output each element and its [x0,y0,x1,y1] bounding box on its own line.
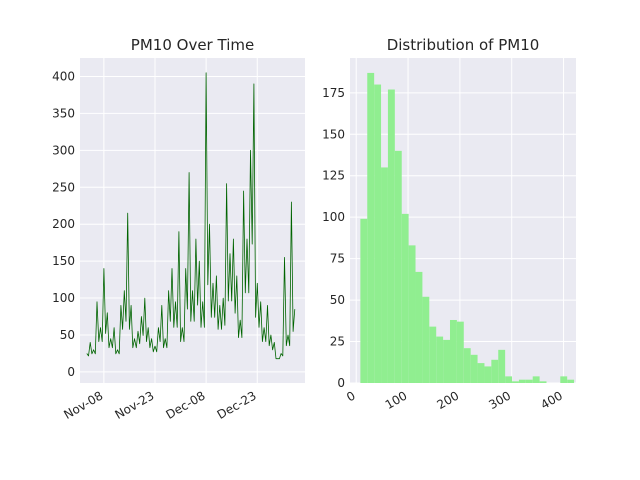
histogram-bar [360,218,368,383]
histogram-bar [436,336,444,383]
histogram-bar [408,245,416,383]
histogram-bar [463,348,471,383]
histogram-bar [560,376,568,383]
x-tick-label: Dec-08 [164,388,208,422]
x-tick-label: 300 [486,388,513,412]
histogram-bar [449,319,457,383]
x-tick-label: Dec-23 [215,388,259,422]
histogram-bar [422,296,430,383]
histogram-bar [518,379,526,383]
y-tick-label: 100 [52,291,75,305]
y-tick-label: 150 [322,127,345,141]
histogram-bar [456,321,464,383]
y-tick-label: 0 [337,376,345,390]
x-tick-label: Nov-23 [113,388,157,421]
histogram-bar [477,363,485,383]
histogram-bar [567,379,575,383]
histogram-bar [394,150,402,383]
data-series [86,72,296,360]
histogram-bar [415,271,423,383]
y-axis: 0 25 50 75 100 125 150 175 [322,86,345,390]
histogram-bar [387,89,395,383]
y-tick-label: 250 [52,180,75,194]
histogram-distribution-of-pm10: 0 25 50 75 100 125 150 175 0 100 200 300 400 Distri… [322,36,576,412]
y-tick-label: 75 [330,252,345,266]
y-tick-label: 150 [52,254,75,268]
x-tick-label: 400 [538,388,565,412]
y-tick-label: 25 [330,335,345,349]
y-axis: 0 50 100 150 200 250 300 350 400 [52,69,75,378]
histogram-bar [539,381,547,383]
y-tick-label: 50 [330,293,345,307]
histogram-bars [360,72,575,384]
y-tick-label: 200 [52,217,75,231]
pm10-series-line [86,72,296,360]
x-axis: 0 100 200 300 400 [344,388,565,412]
histogram-bar [505,376,513,383]
y-tick-label: 400 [52,69,75,83]
histogram-bar [532,376,540,383]
y-tick-label: 100 [322,210,345,224]
y-tick-label: 125 [322,169,345,183]
histogram-bar [491,359,499,383]
y-tick-label: 50 [60,328,75,342]
histogram-bar [484,366,492,383]
histogram-bar [429,326,437,383]
histogram-bar [512,381,519,383]
x-tick-label: 0 [344,388,358,404]
histogram-bar [401,213,409,383]
chart-title: PM10 Over Time [131,36,254,54]
y-tick-label: 0 [67,365,75,379]
gridlines [80,58,305,383]
histogram-bar [443,339,450,383]
x-axis: Nov-08 Nov-23 Dec-08 Dec-23 [61,388,258,422]
x-tick-label: 200 [435,388,462,412]
histogram-bar [470,354,478,383]
plot-area [80,58,305,383]
histogram-bar [381,167,388,383]
histogram-bar [367,72,375,384]
y-tick-label: 175 [322,86,345,100]
histogram-bar [498,349,506,383]
x-tick-label: 100 [383,388,410,412]
histogram-bar [374,84,382,383]
y-tick-label: 350 [52,106,75,120]
y-tick-label: 300 [52,143,75,157]
chart-title: Distribution of PM10 [387,36,540,54]
x-tick-label: Nov-08 [61,388,105,421]
histogram-bar [525,379,533,383]
